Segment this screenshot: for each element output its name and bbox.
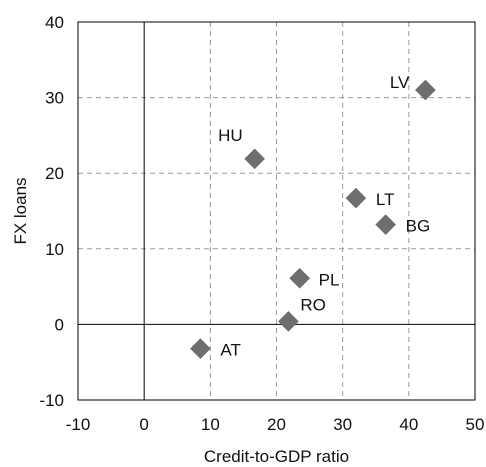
plot-area-frame [77, 21, 476, 401]
x-tick-label: 50 [466, 415, 485, 434]
y-axis-title: FX loans [11, 177, 30, 244]
data-point-label-pl: PL [319, 270, 340, 289]
data-points: AT RO PL HU LT BG LV [190, 73, 436, 360]
x-tick-label: 40 [399, 415, 418, 434]
x-tick-label: 0 [139, 415, 148, 434]
data-point-label-bg: BG [406, 217, 431, 236]
y-axis-ticks: -10 0 10 20 30 40 [39, 13, 64, 410]
y-tick-label: -10 [39, 391, 64, 410]
y-tick-label: 40 [45, 13, 64, 32]
data-point-marker-at [190, 338, 211, 359]
y-tick-label: 10 [45, 240, 64, 259]
x-tick-label: 10 [201, 415, 220, 434]
x-axis-ticks: -10 0 10 20 30 40 50 [66, 415, 485, 434]
data-point-marker-lv [415, 79, 436, 101]
data-point-marker-lt [345, 187, 367, 209]
y-tick-label: 0 [55, 315, 64, 334]
data-point-marker-ro [278, 311, 299, 332]
data-point-marker-hu [244, 148, 266, 170]
x-axis-title: Credit-to-GDP ratio [204, 447, 349, 466]
y-tick-label: 30 [45, 89, 64, 108]
data-point-label-hu: HU [218, 126, 243, 145]
data-point-marker-bg [375, 214, 397, 235]
x-tick-label: -10 [66, 415, 91, 434]
data-point-label-ro: RO [300, 295, 326, 314]
x-tick-label: 20 [267, 415, 286, 434]
grid-lines [78, 22, 475, 400]
y-tick-label: 20 [45, 164, 64, 183]
x-tick-label: 30 [333, 415, 352, 434]
data-point-marker-pl [289, 267, 311, 289]
data-point-label-lv: LV [390, 73, 410, 92]
zero-lines [78, 22, 475, 400]
data-point-label-at: AT [220, 341, 240, 360]
data-point-label-lt: LT [376, 190, 395, 209]
